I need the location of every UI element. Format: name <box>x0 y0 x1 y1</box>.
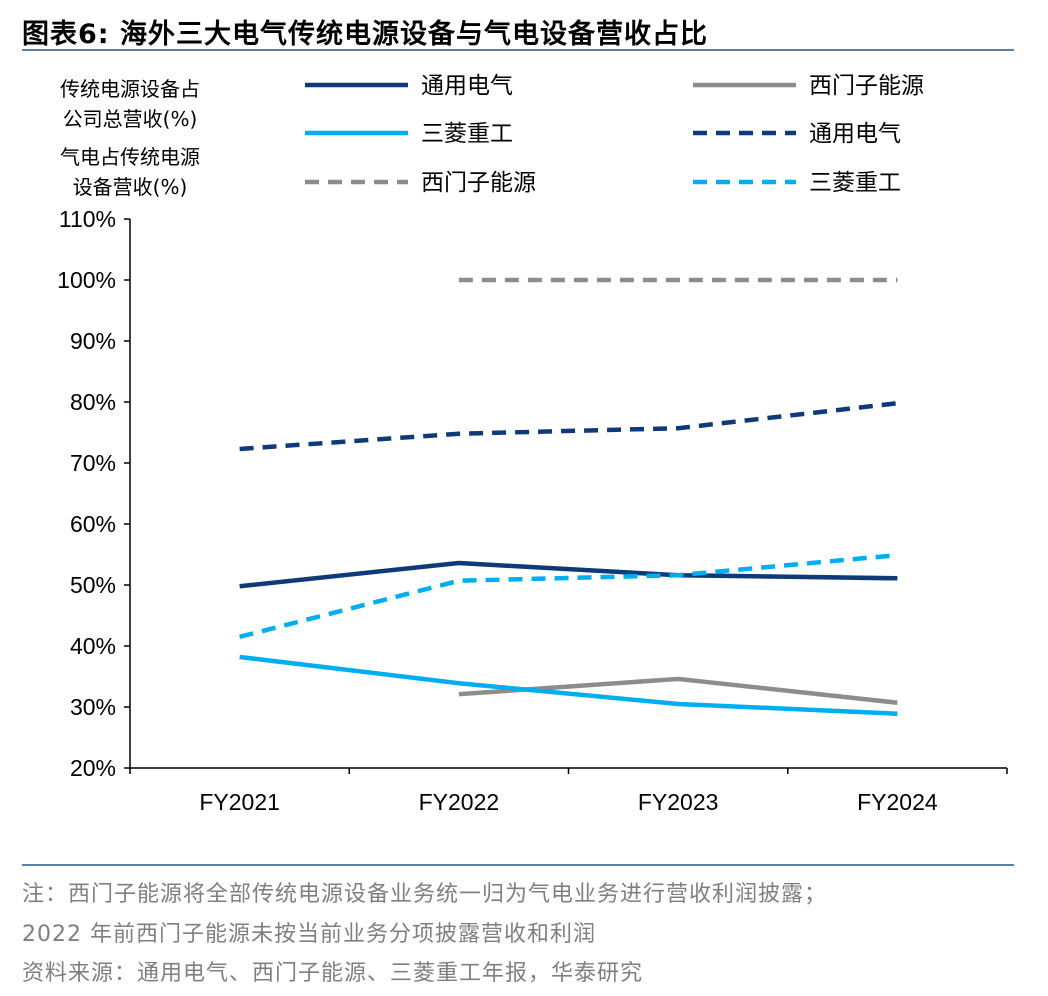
legend-group-dashed-line2: 设备营收(%) <box>73 175 188 199</box>
note-line-1: 注：西门子能源将全部传统电源设备业务统一归为气电业务进行营收利润披露； <box>22 882 828 907</box>
legend-label: 西门子能源 <box>809 73 924 99</box>
axes: 20% 30% 40% 50% 60% 70% 80% 90% 100% 110% FY2021 FY… <box>57 206 1008 815</box>
series-line-solid-ge <box>239 560 898 589</box>
y-tick-label: 50% <box>70 572 116 598</box>
x-tick-label: FY2021 <box>199 789 280 815</box>
series-line-dashed-mhi <box>239 552 898 640</box>
legend-label: 三菱重工 <box>809 170 901 196</box>
series-line-solid-mhi <box>239 654 898 716</box>
y-tick-label: 80% <box>70 389 116 415</box>
series-line-dashed-ge <box>239 400 898 452</box>
y-tick-label: 60% <box>70 511 116 537</box>
legend-group-dashed-line1: 气电占传统电源 <box>60 145 200 169</box>
y-tick-label: 100% <box>57 267 116 293</box>
legend-label: 通用电气 <box>421 73 513 99</box>
legend-label: 三菱重工 <box>421 121 513 147</box>
title-rule <box>22 49 1014 51</box>
x-tick-label: FY2023 <box>638 789 719 815</box>
y-tick-label: 70% <box>70 450 116 476</box>
y-tick-label: 110% <box>59 206 116 232</box>
y-tick-label: 20% <box>70 755 116 781</box>
legend-label: 通用电气 <box>809 121 901 147</box>
y-tick-label: 40% <box>70 633 116 659</box>
x-tick-label: FY2022 <box>419 789 500 815</box>
footer-rule <box>22 864 1014 866</box>
source-note: 资料来源：通用电气、西门子能源、三菱重工年报，华泰研究 <box>22 961 644 986</box>
series-lines <box>239 277 898 716</box>
legend-group-solid-line2: 公司总营收(%) <box>63 107 198 131</box>
legend-group-solid-line1: 传统电源设备占 <box>60 77 200 101</box>
y-tick-label: 90% <box>70 328 116 354</box>
figure-title: 图表6: 海外三大电气传统电源设备与气电设备营收占比 <box>22 19 708 50</box>
legend-label: 西门子能源 <box>421 170 536 196</box>
y-tick-label: 30% <box>70 694 116 720</box>
x-tick-label: FY2024 <box>857 789 938 815</box>
note-line-2: 2022 年前西门子能源未按当前业务分项披露营收和利润 <box>22 922 596 947</box>
